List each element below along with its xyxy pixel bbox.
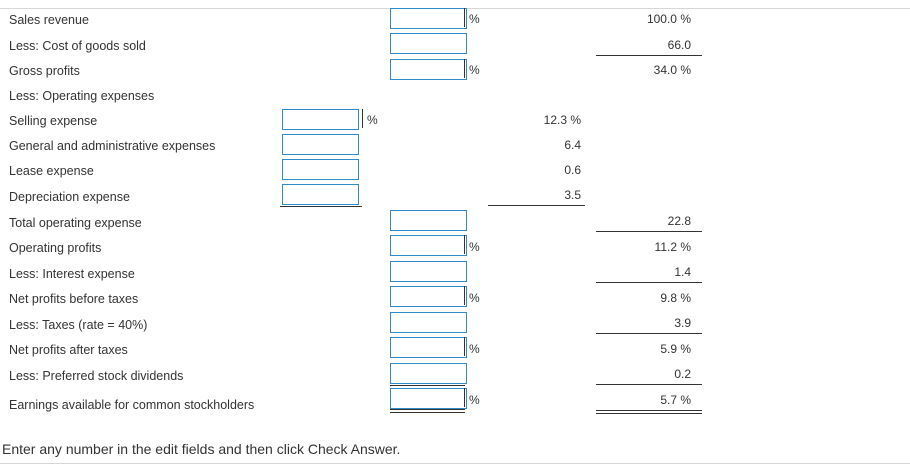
- value-net-profits-after-taxes: 5.9 %: [660, 342, 691, 356]
- subtotal-rule: [596, 282, 702, 283]
- interest-expense-input[interactable]: [390, 261, 467, 282]
- label-net-profits-before-taxes: Net profits before taxes: [9, 292, 139, 306]
- double-rule-bottom: [390, 412, 465, 413]
- value-gross-profits: 34.0 %: [653, 63, 691, 77]
- value-lease-expense: 0.6: [564, 163, 581, 177]
- value-cost-of-goods-sold: 66.0: [667, 38, 691, 52]
- percent-sign: %: [469, 63, 480, 77]
- value-preferred-dividends: 0.2: [674, 367, 691, 381]
- subtotal-rule: [488, 205, 585, 206]
- column-divider: [464, 286, 465, 305]
- label-operating-expenses: Less: Operating expenses: [9, 89, 155, 103]
- value-operating-profits: 11.2 %: [654, 240, 691, 254]
- percent-sign: %: [469, 393, 480, 407]
- sales-revenue-input[interactable]: [390, 8, 467, 29]
- label-taxes: Less: Taxes (rate = 40%): [9, 318, 148, 332]
- label-net-profits-after-taxes: Net profits after taxes: [9, 343, 128, 357]
- subtotal-rule: [390, 385, 465, 386]
- subtotal-rule: [596, 231, 702, 232]
- label-total-operating-expense: Total operating expense: [9, 216, 142, 230]
- depreciation-expense-input[interactable]: [282, 184, 359, 205]
- label-depreciation-expense: Depreciation expense: [9, 190, 130, 204]
- net-profits-after-taxes-input[interactable]: [390, 337, 467, 358]
- label-sales-revenue: Sales revenue: [9, 13, 89, 27]
- total-operating-expense-input[interactable]: [390, 210, 467, 231]
- bottom-divider: [0, 463, 910, 464]
- subtotal-rule: [596, 55, 702, 56]
- column-divider: [362, 109, 363, 128]
- lease-expense-input[interactable]: [282, 159, 359, 180]
- value-net-profits-before-taxes: 9.8 %: [660, 291, 691, 305]
- preferred-dividends-input[interactable]: [390, 363, 467, 384]
- taxes-input[interactable]: [390, 312, 467, 333]
- value-sales-revenue: 100.0 %: [646, 12, 691, 26]
- net-profits-before-taxes-input[interactable]: [390, 286, 467, 307]
- subtotal-rule: [280, 206, 362, 207]
- value-taxes: 3.9: [674, 316, 691, 330]
- value-depreciation-expense: 3.5: [564, 188, 581, 202]
- selling-expense-input[interactable]: [282, 109, 359, 130]
- percent-sign: %: [469, 342, 480, 356]
- double-rule-top: [596, 410, 702, 411]
- label-gross-profits: Gross profits: [9, 64, 80, 78]
- subtotal-rule: [596, 333, 702, 334]
- label-interest-expense: Less: Interest expense: [9, 267, 135, 281]
- subtotal-rule: [596, 384, 702, 385]
- column-divider: [464, 388, 465, 407]
- label-preferred-dividends: Less: Preferred stock dividends: [9, 369, 184, 383]
- earnings-common-input[interactable]: [390, 388, 467, 409]
- value-total-operating-expense: 22.8: [667, 214, 691, 228]
- label-general-admin-expense: General and administrative expenses: [9, 139, 216, 153]
- instruction-text: Enter any number in the edit fields and …: [2, 441, 401, 457]
- percent-sign: %: [469, 240, 480, 254]
- label-earnings-common: Earnings available for common stockholde…: [9, 398, 255, 412]
- percent-sign: %: [469, 291, 480, 305]
- value-selling-expense: 12.3 %: [543, 113, 581, 127]
- column-divider: [464, 235, 465, 254]
- label-operating-profits: Operating profits: [9, 241, 102, 255]
- gross-profits-input[interactable]: [390, 59, 467, 80]
- percent-sign: %: [469, 12, 480, 26]
- value-interest-expense: 1.4: [674, 265, 691, 279]
- operating-profits-input[interactable]: [390, 235, 467, 256]
- double-rule-top: [390, 409, 465, 410]
- value-earnings-common: 5.7 %: [660, 393, 691, 407]
- label-cost-of-goods-sold: Less: Cost of goods sold: [9, 39, 146, 53]
- column-divider: [464, 337, 465, 356]
- double-rule-bottom: [596, 413, 702, 414]
- label-lease-expense: Lease expense: [9, 164, 94, 178]
- general-admin-expense-input[interactable]: [282, 134, 359, 155]
- value-general-admin-expense: 6.4: [564, 138, 581, 152]
- label-selling-expense: Selling expense: [9, 114, 98, 128]
- column-divider: [464, 8, 465, 27]
- percent-sign: %: [367, 113, 378, 127]
- cost-of-goods-sold-input[interactable]: [390, 33, 467, 54]
- column-divider: [464, 59, 465, 78]
